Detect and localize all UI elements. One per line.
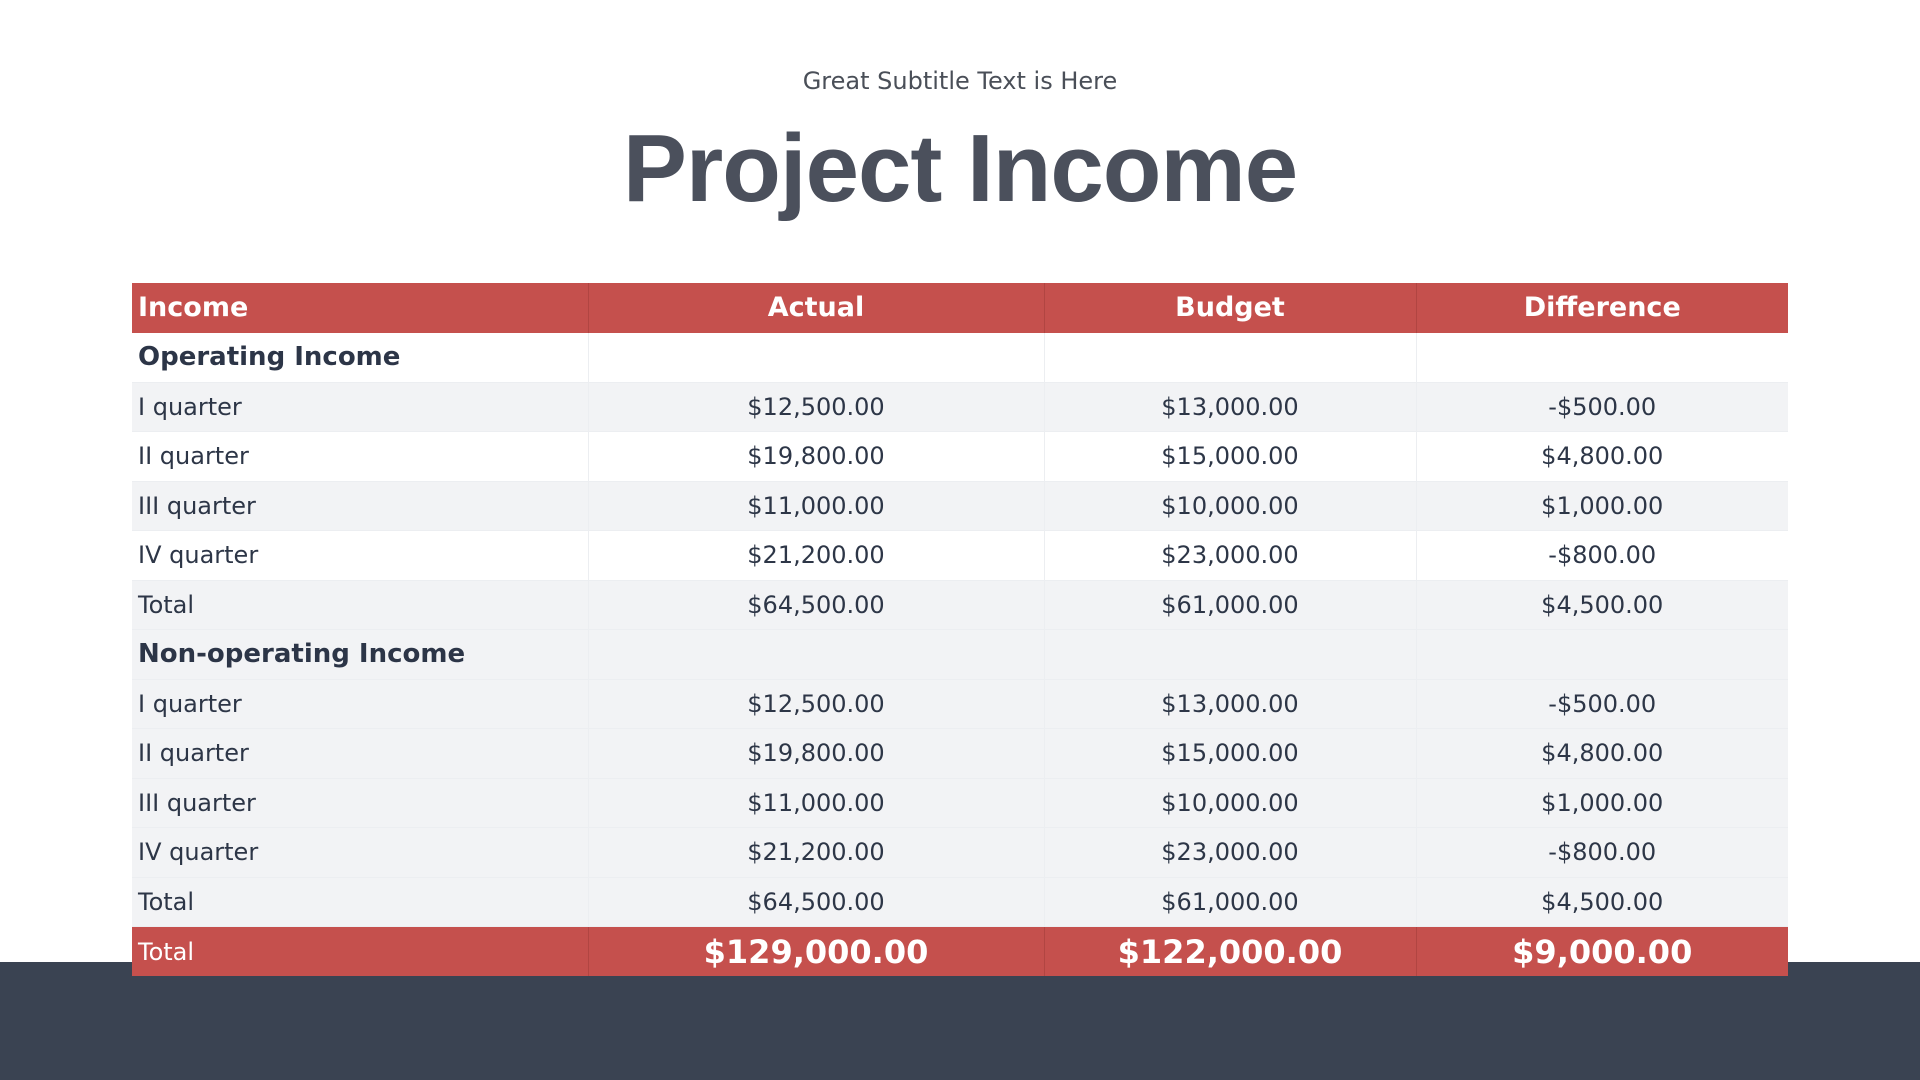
row-label: II quarter bbox=[132, 431, 588, 482]
cell-budget: $61,000.00 bbox=[1043, 877, 1416, 927]
cell-difference: -$800.00 bbox=[1415, 827, 1788, 878]
section-label: Operating Income bbox=[132, 332, 588, 383]
cell-budget: $23,000.00 bbox=[1043, 530, 1416, 581]
cell-difference: -$800.00 bbox=[1415, 530, 1788, 581]
cell-budget: $13,000.00 bbox=[1043, 679, 1416, 729]
subtotal-row: Total $64,500.00 $61,000.00 $4,500.00 bbox=[132, 877, 1788, 927]
cell-budget: $10,000.00 bbox=[1043, 481, 1416, 531]
cell-actual: $12,500.00 bbox=[587, 679, 1044, 729]
table-header-row: Income Actual Budget Difference bbox=[132, 283, 1788, 333]
row-label: III quarter bbox=[132, 778, 588, 828]
cell-difference: $4,500.00 bbox=[1415, 580, 1788, 630]
section-row-non-operating-income: Non-operating Income bbox=[132, 629, 1788, 680]
grand-total-budget: $122,000.00 bbox=[1043, 926, 1416, 976]
cell-actual: $21,200.00 bbox=[587, 827, 1044, 878]
row-label: Total bbox=[132, 580, 588, 630]
cell-budget: $13,000.00 bbox=[1043, 382, 1416, 432]
column-header-difference: Difference bbox=[1415, 283, 1788, 333]
grand-total-actual: $129,000.00 bbox=[587, 926, 1044, 976]
cell-difference: $4,800.00 bbox=[1415, 728, 1788, 779]
page-subtitle: Great Subtitle Text is Here bbox=[802, 67, 1118, 95]
row-label: III quarter bbox=[132, 481, 588, 531]
cell-budget: $23,000.00 bbox=[1043, 827, 1416, 878]
table-row: IV quarter $21,200.00 $23,000.00 -$800.0… bbox=[132, 827, 1788, 878]
row-label: I quarter bbox=[132, 679, 588, 729]
cell-budget: $10,000.00 bbox=[1043, 778, 1416, 828]
row-label: IV quarter bbox=[132, 827, 588, 878]
cell-actual: $11,000.00 bbox=[587, 481, 1044, 531]
cell-actual: $11,000.00 bbox=[587, 778, 1044, 828]
cell-difference: $4,800.00 bbox=[1415, 431, 1788, 482]
cell-budget: $61,000.00 bbox=[1043, 580, 1416, 630]
table-row: I quarter $12,500.00 $13,000.00 -$500.00 bbox=[132, 382, 1788, 432]
cell-difference: $4,500.00 bbox=[1415, 877, 1788, 927]
row-label: II quarter bbox=[132, 728, 588, 779]
column-header-actual: Actual bbox=[587, 283, 1044, 333]
cell-actual: $12,500.00 bbox=[587, 382, 1044, 432]
cell-actual: $19,800.00 bbox=[587, 431, 1044, 482]
column-header-budget: Budget bbox=[1043, 283, 1416, 333]
table-row: II quarter $19,800.00 $15,000.00 $4,800.… bbox=[132, 728, 1788, 779]
cell-budget: $15,000.00 bbox=[1043, 431, 1416, 482]
table-row: III quarter $11,000.00 $10,000.00 $1,000… bbox=[132, 778, 1788, 828]
cell-difference: -$500.00 bbox=[1415, 382, 1788, 432]
row-label: Total bbox=[132, 877, 588, 927]
footer-band bbox=[0, 962, 1920, 1080]
column-header-income: Income bbox=[138, 292, 249, 324]
subtotal-row: Total $64,500.00 $61,000.00 $4,500.00 bbox=[132, 580, 1788, 630]
table-row: I quarter $12,500.00 $13,000.00 -$500.00 bbox=[132, 679, 1788, 729]
cell-actual: $21,200.00 bbox=[587, 530, 1044, 581]
section-label: Non-operating Income bbox=[132, 629, 588, 680]
page-title: Project Income bbox=[622, 115, 1298, 222]
row-label: IV quarter bbox=[132, 530, 588, 581]
income-table: Income Actual Budget Difference Operatin… bbox=[132, 283, 1788, 976]
cell-difference: $1,000.00 bbox=[1415, 481, 1788, 531]
cell-budget: $15,000.00 bbox=[1043, 728, 1416, 779]
grand-total-label: Total bbox=[138, 937, 195, 966]
table-row: III quarter $11,000.00 $10,000.00 $1,000… bbox=[132, 481, 1788, 531]
section-row-operating-income: Operating Income bbox=[132, 332, 1788, 383]
grand-total-difference: $9,000.00 bbox=[1415, 926, 1788, 976]
row-label: I quarter bbox=[132, 382, 588, 432]
cell-actual: $64,500.00 bbox=[587, 877, 1044, 927]
table-row: II quarter $19,800.00 $15,000.00 $4,800.… bbox=[132, 431, 1788, 482]
cell-difference: $1,000.00 bbox=[1415, 778, 1788, 828]
cell-actual: $19,800.00 bbox=[587, 728, 1044, 779]
cell-actual: $64,500.00 bbox=[587, 580, 1044, 630]
cell-difference: -$500.00 bbox=[1415, 679, 1788, 729]
grand-total-row: Total $129,000.00 $122,000.00 $9,000.00 bbox=[132, 926, 1788, 976]
table-row: IV quarter $21,200.00 $23,000.00 -$800.0… bbox=[132, 530, 1788, 581]
